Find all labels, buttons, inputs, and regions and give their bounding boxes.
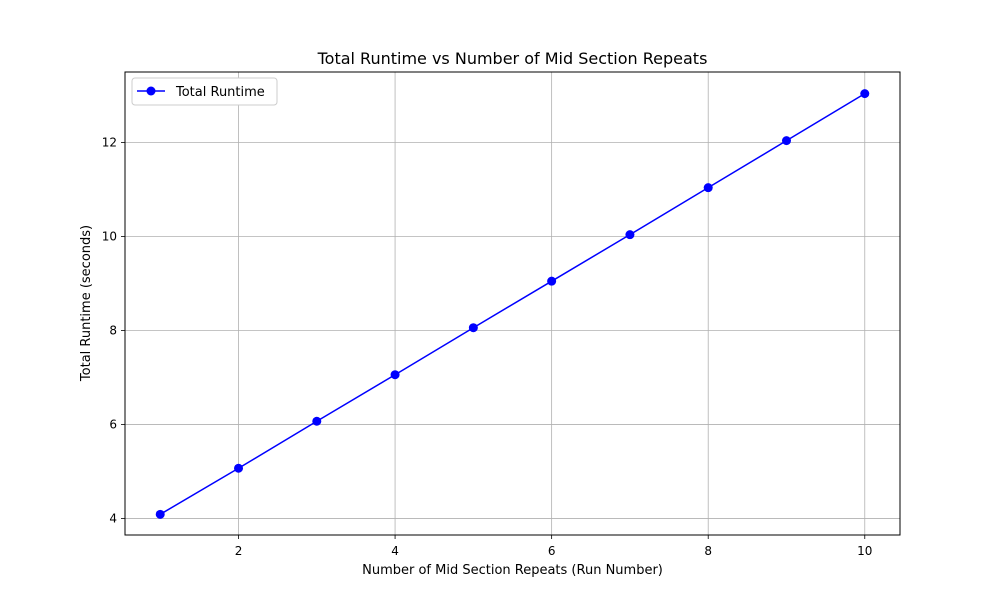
series-layer — [155, 89, 870, 519]
legend: Total Runtime — [131, 77, 278, 106]
y-tick-label: 4 — [109, 512, 117, 526]
x-tick-label: 6 — [548, 544, 556, 558]
chart-title: Total Runtime vs Number of Mid Section R… — [317, 49, 708, 68]
data-point — [155, 509, 165, 519]
series-line-total-runtime — [159, 92, 866, 515]
x-axis-label: Number of Mid Section Repeats (Run Numbe… — [362, 563, 663, 578]
data-point — [860, 89, 870, 99]
x-tick-label: 4 — [391, 544, 399, 558]
y-tick-label: 6 — [109, 418, 117, 432]
y-tick-label: 8 — [109, 324, 117, 338]
y-tick-label: 10 — [102, 230, 117, 244]
data-point — [468, 323, 478, 333]
data-point — [781, 136, 791, 146]
x-tick-label: 8 — [704, 544, 712, 558]
legend-label: Total Runtime — [175, 85, 265, 100]
x-tick-label: 2 — [235, 544, 243, 558]
axis-ticks: 2 4 6 8 10 4 6 8 10 12 — [102, 136, 873, 558]
y-axis-label: Total Runtime (seconds) — [79, 225, 94, 382]
data-point — [390, 370, 400, 380]
legend-box — [131, 77, 278, 106]
data-point — [312, 416, 322, 426]
y-tick-label: 12 — [102, 136, 117, 150]
data-point — [234, 463, 244, 473]
grid — [125, 72, 900, 535]
legend-marker-swatch — [146, 86, 156, 96]
data-point — [625, 230, 635, 240]
x-tick-label: 10 — [857, 544, 872, 558]
plot-area-frame — [124, 71, 901, 536]
data-point — [547, 276, 557, 286]
data-point — [703, 183, 713, 193]
